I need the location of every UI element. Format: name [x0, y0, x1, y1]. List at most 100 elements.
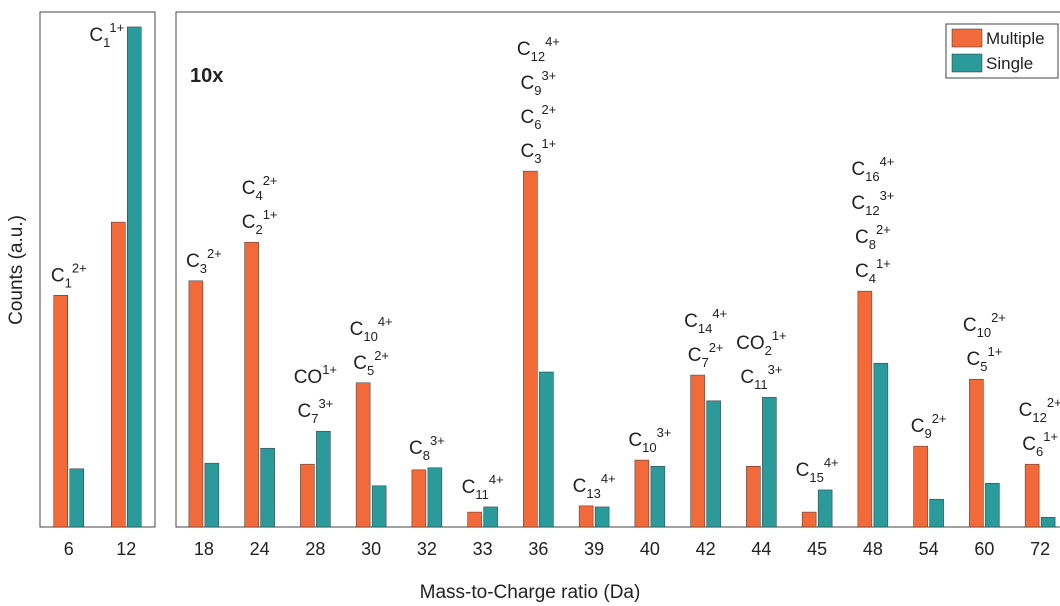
ion-superscript: 1+: [322, 362, 337, 377]
ion-superscript: 2+: [876, 222, 891, 237]
bar: [706, 400, 721, 528]
ion-label: C11+: [89, 20, 124, 50]
bar: [690, 374, 705, 528]
x-tick-label: 33: [473, 539, 493, 559]
ion-label: C124+: [517, 34, 560, 64]
ion-label: C134+: [573, 471, 616, 501]
x-tick-label: 44: [751, 539, 771, 559]
ion-subscript: 2: [765, 343, 772, 358]
ion-superscript: 2+: [991, 310, 1006, 325]
ion-subscript: 5: [980, 359, 987, 374]
ion-base: C: [350, 319, 364, 340]
y-axis-label: Counts (a.u.): [6, 215, 27, 325]
bar: [127, 26, 142, 528]
bar: [817, 489, 833, 528]
ion-label: C73+: [297, 396, 333, 426]
ion-superscript: 4+: [880, 154, 895, 169]
x-tick-label: 72: [1030, 539, 1050, 559]
ion-superscript: 4+: [489, 472, 504, 487]
ion-label: C154+: [796, 455, 839, 485]
ion-base: CO: [294, 367, 323, 388]
x-tick-label: 32: [417, 539, 437, 559]
x-tick-label: 6: [64, 539, 74, 559]
ion-label: C51+: [966, 344, 1002, 374]
ion-superscript: 2+: [72, 260, 87, 275]
bar: [578, 505, 594, 528]
bar: [244, 241, 259, 528]
ion-subscript: 13: [586, 486, 600, 501]
ion-base: C: [855, 261, 869, 282]
ion-superscript: 3+: [880, 188, 895, 203]
ion-base: C: [520, 141, 534, 162]
ion-base: C: [573, 476, 587, 497]
axes-frame: [175, 11, 1060, 528]
bar: [746, 465, 761, 528]
ion-base: C: [796, 460, 810, 481]
ion-superscript: 4+: [378, 314, 393, 329]
ion-subscript: 15: [809, 470, 823, 485]
ion-base: C: [186, 251, 200, 272]
ion-subscript: 1: [65, 275, 72, 290]
ion-label: C82+: [855, 222, 891, 252]
bar: [913, 445, 928, 528]
x-tick-label: 40: [640, 539, 660, 559]
bar: [467, 511, 482, 528]
bar: [650, 465, 666, 528]
legend-swatch: [951, 28, 983, 48]
x-tick-label: 30: [361, 539, 381, 559]
x-tick-label: 28: [305, 539, 325, 559]
ion-base: C: [851, 193, 865, 214]
ion-superscript: 1+: [1043, 429, 1058, 444]
ion-superscript: 2+: [709, 340, 724, 355]
bar: [539, 371, 554, 528]
ion-base: C: [520, 73, 534, 94]
ion-base: C: [1022, 434, 1036, 455]
bar: [371, 485, 387, 528]
ion-subscript: 3: [534, 151, 541, 166]
bar: [929, 498, 944, 528]
ion-base: C: [462, 477, 476, 498]
ion-superscript: 4+: [601, 471, 616, 486]
ion-label: CO1+: [294, 362, 337, 388]
ion-base: C: [242, 212, 256, 233]
bar: [188, 280, 204, 528]
bar: [204, 462, 220, 528]
bar: [355, 382, 371, 528]
ion-label: CO21+: [736, 328, 787, 358]
x-tick-label: 45: [807, 539, 827, 559]
x-tick-label: 18: [194, 539, 214, 559]
ion-subscript: 7: [311, 411, 318, 426]
ion-label: C42+: [242, 173, 278, 203]
ion-label: C104+: [350, 314, 393, 344]
ion-label: C164+: [851, 154, 894, 184]
axes-frame: [39, 11, 156, 528]
ion-subscript: 11: [475, 487, 489, 502]
ion-base: C: [851, 159, 865, 180]
ion-label: C144+: [684, 306, 727, 336]
legend-label: Single: [986, 54, 1033, 73]
ion-subscript: 3: [200, 261, 207, 276]
bar: [260, 447, 275, 528]
ion-label: C123+: [851, 188, 894, 218]
bar: [523, 170, 538, 528]
x-tick-label: 60: [974, 539, 994, 559]
ion-subscript: 7: [701, 355, 708, 370]
bar: [1040, 516, 1056, 528]
ion-superscript: 2+: [932, 411, 947, 426]
ion-subscript: 6: [1036, 444, 1043, 459]
ion-subscript: 8: [423, 448, 430, 463]
annotation: 10x: [190, 65, 223, 87]
ion-subscript: 10: [642, 440, 656, 455]
ion-base: C: [353, 353, 367, 374]
x-tick-label: 12: [116, 539, 136, 559]
bar: [969, 378, 984, 528]
bar: [801, 511, 817, 528]
ion-superscript: 1+: [772, 328, 787, 343]
ion-superscript: 1+: [876, 256, 891, 271]
ion-subscript: 2: [255, 222, 262, 237]
ion-superscript: 3+: [318, 396, 333, 411]
ion-label: C32+: [186, 246, 222, 276]
bar: [427, 467, 443, 528]
ion-superscript: 1+: [541, 136, 556, 151]
